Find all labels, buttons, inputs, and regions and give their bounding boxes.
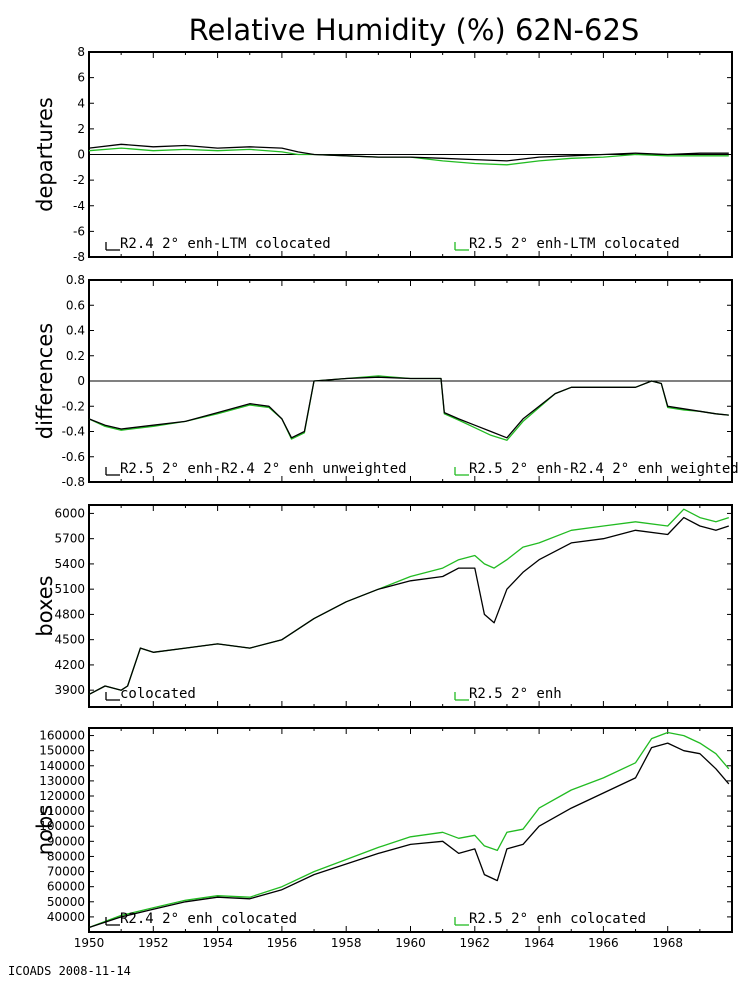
y-tick-label: -0.2 <box>62 399 85 413</box>
y-tick-label: -4 <box>73 199 85 213</box>
y-tick-label: 160000 <box>39 729 85 743</box>
y-tick-label: 5700 <box>54 532 85 546</box>
series-line-green <box>88 508 730 695</box>
y-tick-label: 0 <box>77 148 85 162</box>
y-tick-label: -0.4 <box>62 425 85 439</box>
y-axis-label: differences <box>33 323 57 439</box>
y-axis-label: boxes <box>33 575 57 636</box>
y-tick-label: 8 <box>77 45 85 59</box>
y-tick-label: 0.4 <box>66 324 85 338</box>
panel-departures: 8 6 4 2 0 -2 -4 -6 -8 departures R2.4 2° enh-LTM c… <box>33 45 733 264</box>
y-tick-label: 80000 <box>47 849 85 863</box>
y-tick-label: 60000 <box>47 880 85 894</box>
y-tick-label: 100000 <box>39 819 85 833</box>
legend-entry: R2.5 2° enh <box>454 686 562 702</box>
y-tick-label: 5100 <box>54 582 85 596</box>
x-tick-label: 1960 <box>395 936 426 950</box>
y-tick-label: -2 <box>73 173 85 187</box>
legend-label: R2.5 2° enh-R2.4 2° enh weighted <box>469 461 739 477</box>
y-tick-label: 90000 <box>47 834 85 848</box>
legend-entry: R2.4 2° enh colocated <box>105 911 297 927</box>
y-tick-label: 0.8 <box>66 273 85 287</box>
legend-entry: R2.5 2° enh colocated <box>454 911 646 927</box>
x-tick-label: 1966 <box>588 936 619 950</box>
y-tick-label: 4500 <box>54 633 85 647</box>
y-tick-label: 150000 <box>39 744 85 758</box>
x-tick-label: 1952 <box>138 936 169 950</box>
legend-label: R2.5 2° enh <box>469 686 562 702</box>
y-tick-label: -6 <box>73 224 85 238</box>
x-tick-label: 1962 <box>460 936 491 950</box>
x-tick-label: 1954 <box>202 936 233 950</box>
plot-frame <box>88 504 733 708</box>
y-tick-label: -0.8 <box>62 475 85 489</box>
y-tick-label: 6 <box>77 71 85 85</box>
y-axis-label: nobs <box>33 805 57 855</box>
x-tick-label: 1956 <box>267 936 298 950</box>
y-tick-label: 40000 <box>47 910 85 924</box>
y-tick-label: 6000 <box>54 506 85 520</box>
panel-nobs: 1600001500001400001300001200001100001000… <box>33 727 733 933</box>
y-tick-label: -8 <box>73 250 85 264</box>
y-tick-label: 0.6 <box>66 298 85 312</box>
panel-boxes: 6000 5700 5400 5100 4800 4500 4200 3900 boxes col… <box>33 504 733 708</box>
x-axis-tick-labels: 1950 1952 1954 1956 1958 1960 1962 1964 1966 1968 <box>74 936 683 950</box>
y-tick-label: 0 <box>77 374 85 388</box>
y-tick-label: 4200 <box>54 658 85 672</box>
series-line-black <box>88 742 730 929</box>
x-tick-label: 1950 <box>74 936 105 950</box>
legend-label: colocated <box>120 686 196 702</box>
y-tick-label: 70000 <box>47 865 85 879</box>
series-line-black <box>88 516 730 695</box>
series-line-black <box>88 143 729 162</box>
y-tick-label: 2 <box>77 122 85 136</box>
footer-credit: ICOADS 2008-11-14 <box>8 964 131 978</box>
y-tick-label: -0.6 <box>62 450 85 464</box>
legend-label: R2.5 2° enh-LTM colocated <box>469 236 680 252</box>
y-tick-label: 3900 <box>54 683 85 697</box>
legend-entry: R2.4 2° enh-LTM colocated <box>105 236 331 252</box>
x-tick-label: 1958 <box>331 936 362 950</box>
y-axis-label: departures <box>33 97 57 212</box>
x-tick-label: 1968 <box>652 936 683 950</box>
legend-entry: R2.5 2° enh-R2.4 2° enh unweighted <box>105 461 407 477</box>
y-tick-label: 0.2 <box>66 349 85 363</box>
legend-label: R2.5 2° enh-R2.4 2° enh unweighted <box>120 461 407 477</box>
legend-label: R2.4 2° enh colocated <box>120 911 297 927</box>
panel-differences: 0.8 0.6 0.4 0.2 0 -0.2 -0.4 -0.6 -0.8 differences… <box>33 273 739 489</box>
legend-entry: R2.5 2° enh-LTM colocated <box>454 236 680 252</box>
y-tick-label: 4800 <box>54 607 85 621</box>
legend-entry: R2.5 2° enh-R2.4 2° enh weighted <box>454 461 739 477</box>
y-tick-label: 4 <box>77 96 85 110</box>
series-line-green <box>88 731 730 929</box>
x-tick-label: 1964 <box>524 936 555 950</box>
legend-entry: colocated <box>105 686 196 702</box>
legend-label: R2.4 2° enh-LTM colocated <box>120 236 331 252</box>
y-tick-label: 120000 <box>39 789 85 803</box>
y-tick-label: 50000 <box>47 895 85 909</box>
panels: 8 6 4 2 0 -2 -4 -6 -8 departures R2.4 2° enh-LTM c… <box>33 45 739 933</box>
y-tick-label: 110000 <box>39 804 85 818</box>
y-tick-label: 5400 <box>54 557 85 571</box>
legend-label: R2.5 2° enh colocated <box>469 911 646 927</box>
chart-title: Relative Humidity (%) 62N-62S <box>189 13 640 47</box>
series-line-green <box>88 375 729 441</box>
y-tick-label: 130000 <box>39 774 85 788</box>
y-tick-label: 140000 <box>39 759 85 773</box>
series-line-black <box>88 376 729 439</box>
